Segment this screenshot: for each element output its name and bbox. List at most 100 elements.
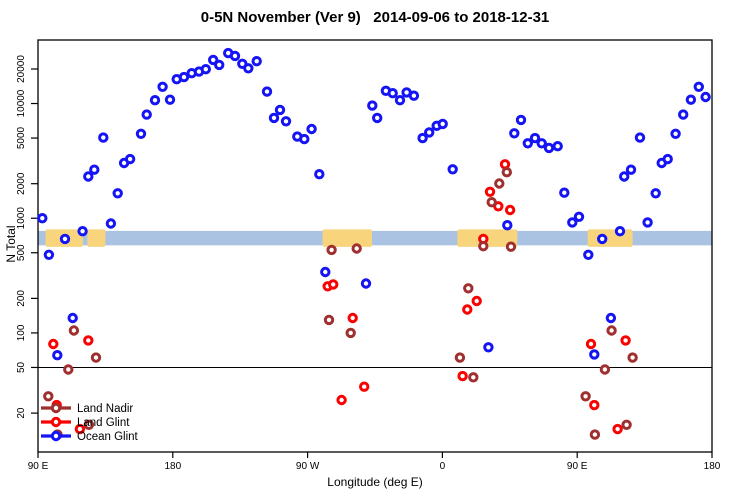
data-point-ocean-glint bbox=[387, 88, 398, 99]
data-point-ocean-glint bbox=[280, 116, 292, 127]
data-point-ocean-glint bbox=[408, 90, 420, 101]
data-point-ocean-glint bbox=[59, 233, 71, 245]
data-point-ocean-glint bbox=[552, 141, 563, 152]
data-point-ocean-glint bbox=[536, 138, 547, 149]
x-tick-label: 90 E bbox=[28, 461, 49, 472]
data-point-ocean-glint bbox=[693, 81, 704, 93]
data-point-land-nadir bbox=[90, 352, 102, 363]
data-point-ocean-glint bbox=[214, 59, 225, 71]
data-point-land-nadir bbox=[589, 429, 601, 440]
band-highlight-segment bbox=[322, 229, 373, 247]
data-point-ocean-glint bbox=[77, 226, 88, 237]
data-point-ocean-glint bbox=[447, 164, 458, 175]
data-point-ocean-glint bbox=[394, 95, 406, 106]
data-point-land-nadir bbox=[505, 241, 517, 252]
data-point-ocean-glint bbox=[642, 217, 653, 228]
data-point-land-nadir bbox=[606, 325, 617, 336]
data-point-land-glint bbox=[457, 370, 468, 382]
data-point-ocean-glint bbox=[157, 81, 168, 93]
data-point-ocean-glint bbox=[670, 128, 681, 140]
y-tick-label: 2000 bbox=[16, 172, 27, 195]
data-point-land-glint bbox=[471, 295, 482, 307]
data-point-land-nadir bbox=[83, 419, 95, 430]
data-point-land-nadir bbox=[468, 372, 479, 383]
legend-label-land-glint: Land Glint bbox=[77, 417, 130, 429]
data-point-ocean-glint bbox=[509, 128, 520, 139]
data-point-ocean-glint bbox=[314, 169, 325, 180]
data-point-land-glint bbox=[359, 381, 370, 392]
data-point-land-nadir bbox=[486, 197, 497, 208]
data-point-land-nadir bbox=[494, 178, 505, 189]
data-point-ocean-glint bbox=[543, 142, 555, 154]
data-point-land-nadir bbox=[323, 314, 335, 326]
data-point-ocean-glint bbox=[274, 104, 286, 116]
data-point-land-nadir bbox=[627, 352, 638, 363]
legend-marker-point bbox=[50, 416, 62, 428]
data-point-ocean-glint bbox=[141, 109, 152, 120]
data-point-ocean-glint bbox=[112, 188, 123, 199]
y-tick-label: 500 bbox=[16, 244, 27, 261]
cloud-fraction-band bbox=[38, 230, 712, 246]
chart-title: 0-5N November (Ver 9) 2014-09-06 to 2018… bbox=[200, 9, 550, 26]
data-point-ocean-glint bbox=[43, 249, 55, 261]
data-point-ocean-glint bbox=[529, 132, 541, 144]
x-tick-label: 180 bbox=[164, 461, 181, 472]
data-point-ocean-glint bbox=[605, 312, 617, 324]
data-point-land-nadir bbox=[580, 391, 591, 402]
data-point-ocean-glint bbox=[105, 218, 117, 229]
legend-label-land-nadir: Land Nadir bbox=[77, 403, 133, 415]
data-point-land-glint bbox=[336, 394, 347, 406]
data-point-ocean-glint bbox=[372, 112, 383, 124]
data-point-land-nadir bbox=[68, 325, 80, 336]
data-point-ocean-glint bbox=[200, 64, 212, 75]
y-tick-label: 100 bbox=[16, 324, 27, 341]
data-point-ocean-glint bbox=[559, 187, 570, 198]
data-point-ocean-glint bbox=[89, 164, 100, 175]
legend-marker-point bbox=[50, 430, 62, 442]
data-point-ocean-glint bbox=[52, 350, 63, 361]
data-point-land-glint bbox=[328, 279, 339, 290]
data-point-ocean-glint bbox=[424, 127, 435, 138]
y-tick-label: 20 bbox=[16, 407, 27, 419]
x-tick-label: 0 bbox=[440, 461, 446, 472]
data-point-ocean-glint bbox=[685, 94, 697, 105]
data-point-ocean-glint bbox=[306, 123, 317, 135]
x-tick-label: 90 W bbox=[296, 461, 320, 472]
band-highlight-segment bbox=[87, 229, 106, 247]
plot-border bbox=[37, 39, 713, 453]
data-point-ocean-glint bbox=[437, 118, 448, 130]
data-point-ocean-glint bbox=[515, 114, 527, 126]
data-point-ocean-glint bbox=[650, 188, 661, 199]
legend-label-ocean-glint: Ocean Glint bbox=[77, 431, 139, 443]
y-tick-label: 10000 bbox=[16, 89, 27, 117]
data-point-ocean-glint bbox=[251, 56, 262, 67]
data-point-ocean-glint bbox=[573, 211, 585, 223]
data-point-ocean-glint bbox=[522, 138, 533, 149]
data-point-land-nadir bbox=[63, 364, 74, 375]
data-point-land-nadir bbox=[351, 243, 362, 254]
data-point-land-nadir bbox=[621, 419, 632, 430]
data-point-land-nadir bbox=[454, 352, 466, 363]
data-point-ocean-glint bbox=[625, 164, 637, 175]
data-point-ocean-glint bbox=[243, 63, 254, 74]
data-point-ocean-glint bbox=[164, 94, 176, 105]
data-point-ocean-glint bbox=[208, 54, 219, 66]
data-point-ocean-glint bbox=[229, 50, 241, 62]
band-highlight-segment bbox=[587, 229, 633, 247]
data-point-ocean-glint bbox=[67, 312, 78, 324]
y-tick-label: 50 bbox=[16, 361, 27, 373]
data-point-land-glint bbox=[589, 399, 600, 411]
legend-marker-point bbox=[50, 402, 62, 414]
data-point-land-glint bbox=[484, 186, 496, 198]
data-point-ocean-glint bbox=[662, 153, 673, 165]
data-point-land-nadir bbox=[478, 241, 489, 252]
data-point-land-glint bbox=[585, 338, 597, 350]
y-tick-label: 5000 bbox=[16, 126, 27, 149]
data-point-ocean-glint bbox=[619, 171, 630, 182]
y-tick-label: 200 bbox=[16, 290, 27, 307]
data-point-ocean-glint bbox=[483, 342, 494, 353]
data-point-land-glint bbox=[499, 159, 511, 170]
data-point-ocean-glint bbox=[261, 86, 273, 97]
data-point-ocean-glint bbox=[268, 112, 280, 124]
data-point-land-nadir bbox=[501, 167, 512, 178]
